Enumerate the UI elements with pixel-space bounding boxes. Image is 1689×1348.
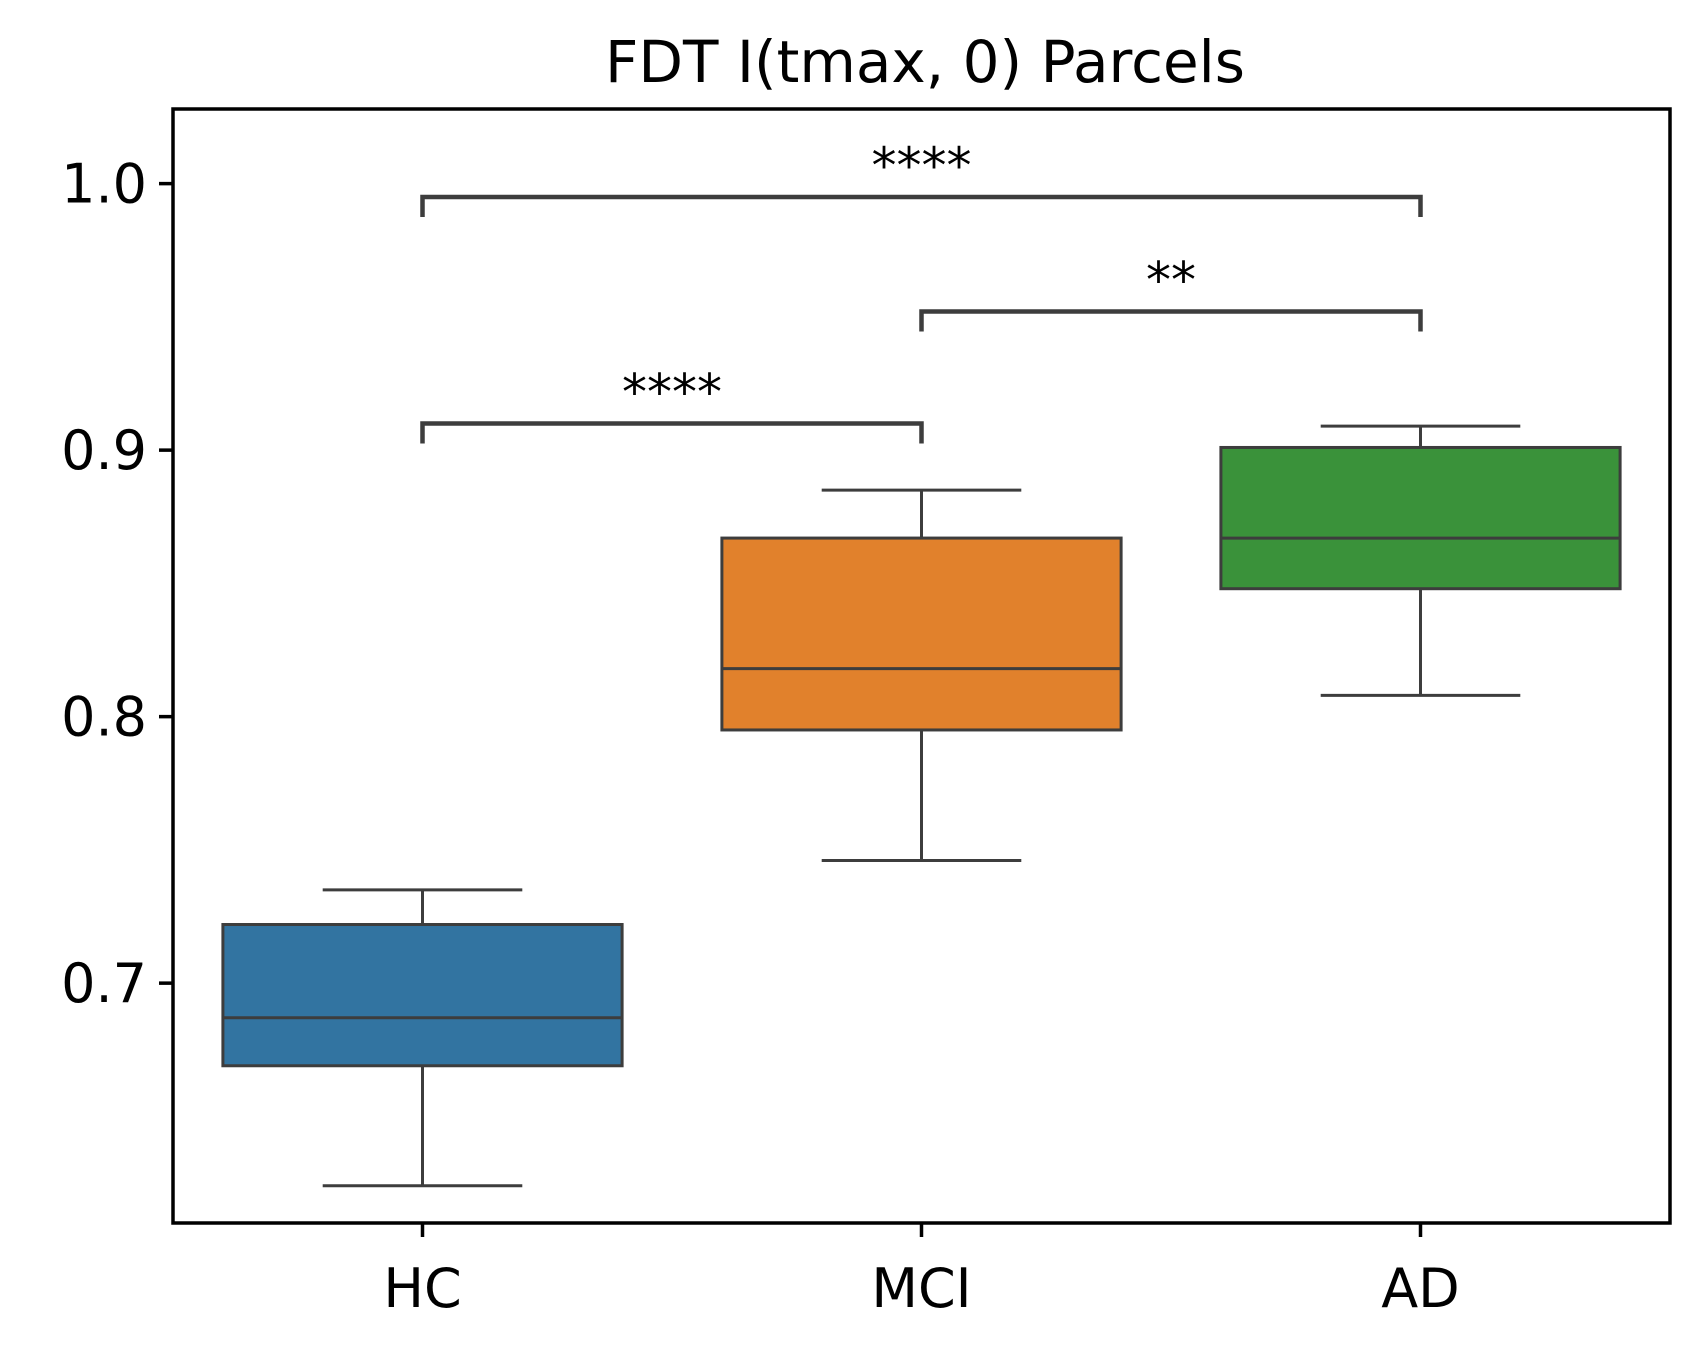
- box-mci: [720, 488, 1123, 863]
- annotation-hc-mci: ****: [420, 363, 924, 444]
- significance-label: ****: [622, 363, 722, 421]
- significance-annotations: **********: [420, 137, 1423, 444]
- y-tick-label: 0.7: [61, 952, 147, 1015]
- y-tick-label: 0.9: [61, 419, 147, 482]
- x-tick-label: HC: [383, 1257, 461, 1320]
- iqr-box-hc: [221, 923, 624, 1068]
- x-axis: HC MCI AD: [383, 1223, 1460, 1320]
- box-series: [221, 424, 1622, 1188]
- significance-bracket: [919, 309, 1423, 332]
- iqr-box-mci: [720, 536, 1123, 732]
- significance-label: **: [1146, 252, 1196, 310]
- chart-title: FDT I(tmax, 0) Parcels: [605, 28, 1245, 96]
- y-tick-label: 0.8: [61, 686, 147, 749]
- x-tick-label: AD: [1381, 1257, 1460, 1320]
- significance-bracket: [420, 421, 924, 444]
- y-tick-label: 1.0: [61, 153, 147, 216]
- iqr-box-ad: [1219, 445, 1622, 591]
- significance-bracket: [420, 194, 1423, 217]
- box-hc: [221, 888, 624, 1188]
- y-axis: 0.7 0.8 0.9 1.0: [61, 153, 173, 1015]
- annotation-mci-ad: **: [919, 252, 1423, 332]
- box-ad: [1219, 424, 1622, 697]
- x-tick-label: MCI: [871, 1257, 971, 1320]
- significance-label: ****: [872, 137, 972, 195]
- annotation-hc-ad: ****: [420, 137, 1423, 217]
